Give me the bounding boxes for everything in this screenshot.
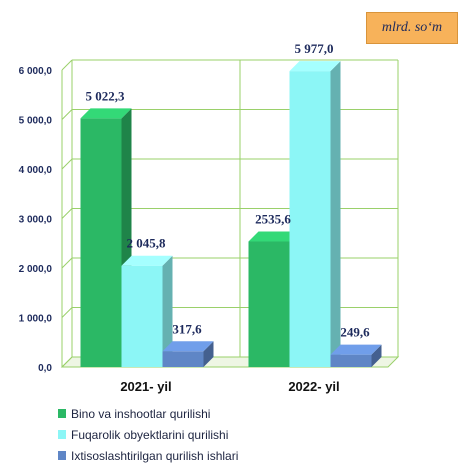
data-label: 2535,6 <box>255 211 291 226</box>
x-tick-label: 2022- yil <box>288 379 339 394</box>
bar <box>162 341 214 367</box>
bar-top <box>80 108 132 119</box>
legend-item: Bino va inshootlar qurilishi <box>58 403 238 424</box>
y-tick-label: 0,0 <box>38 363 52 374</box>
bar-front <box>248 241 290 367</box>
legend-label: Fuqarolik obyektlarini qurilishi <box>71 427 229 442</box>
bar-front <box>121 265 163 367</box>
y-tick-label: 3 000,0 <box>19 215 53 226</box>
y-tick-label: 5 000,0 <box>19 116 53 127</box>
bar-side <box>203 341 214 367</box>
bar-top <box>121 255 173 266</box>
gridline-diag <box>61 257 73 269</box>
gridline-diag <box>61 356 73 368</box>
legend-label: Bino va inshootlar qurilishi <box>71 406 211 421</box>
data-label: 249,6 <box>340 325 370 340</box>
bar-side <box>162 255 173 367</box>
bar <box>289 61 341 368</box>
y-tick-label: 4 000,0 <box>19 165 53 176</box>
data-label: 317,6 <box>172 321 202 336</box>
bar-chart: 0,0 1 000,0 2 000,0 3 000,0 4 000,0 5 000,0 6 … <box>19 41 400 394</box>
bar <box>121 255 173 367</box>
x-axis: 2021- yil 2022- yil <box>120 379 339 394</box>
bar-top <box>248 231 300 242</box>
data-label: 5 977,0 <box>295 41 334 56</box>
y-tick-label: 1 000,0 <box>19 314 53 325</box>
legend-item: Ixtisoslashtirilgan qurilish ishlari <box>58 445 238 466</box>
legend-swatch <box>58 451 66 460</box>
bar <box>330 344 382 367</box>
legend-item: Fuqarolik obyektlarini qurilishi <box>58 424 238 445</box>
bar-top <box>289 61 341 72</box>
gridline-diag <box>61 158 73 170</box>
legend-swatch <box>58 430 66 439</box>
legend-swatch <box>58 409 66 418</box>
gridline-diag <box>61 109 73 120</box>
y-tick-label: 6 000,0 <box>19 66 53 77</box>
gridline-diag <box>61 307 73 318</box>
bar-top <box>330 344 382 355</box>
bar-front <box>80 118 122 367</box>
gridline-diag <box>61 208 73 219</box>
legend-label: Ixtisoslashtirilgan qurilish ishlari <box>71 448 239 463</box>
legend: Bino va inshootlar qurilishi Fuqarolik ob… <box>58 403 238 466</box>
x-tick-label: 2021- yil <box>120 379 171 394</box>
bar-front <box>289 71 331 368</box>
unit-label: mlrd. so‘m <box>366 12 458 44</box>
bar-front <box>330 354 372 367</box>
data-label: 5 022,3 <box>86 88 126 103</box>
data-labels: 5 022,3 2 045,8 317,6 2535,6 5 977,0 249,6 <box>86 41 371 340</box>
bar-side <box>371 344 382 367</box>
y-axis: 0,0 1 000,0 2 000,0 3 000,0 4 000,0 5 000,0 6 … <box>19 66 53 374</box>
bar-top <box>162 341 214 352</box>
chart-bars <box>80 61 382 368</box>
bar-side <box>330 61 341 368</box>
bar-front <box>162 351 204 367</box>
data-label: 2 045,8 <box>127 236 167 251</box>
gridline-diag <box>61 59 73 71</box>
y-tick-label: 2 000,0 <box>19 264 53 275</box>
